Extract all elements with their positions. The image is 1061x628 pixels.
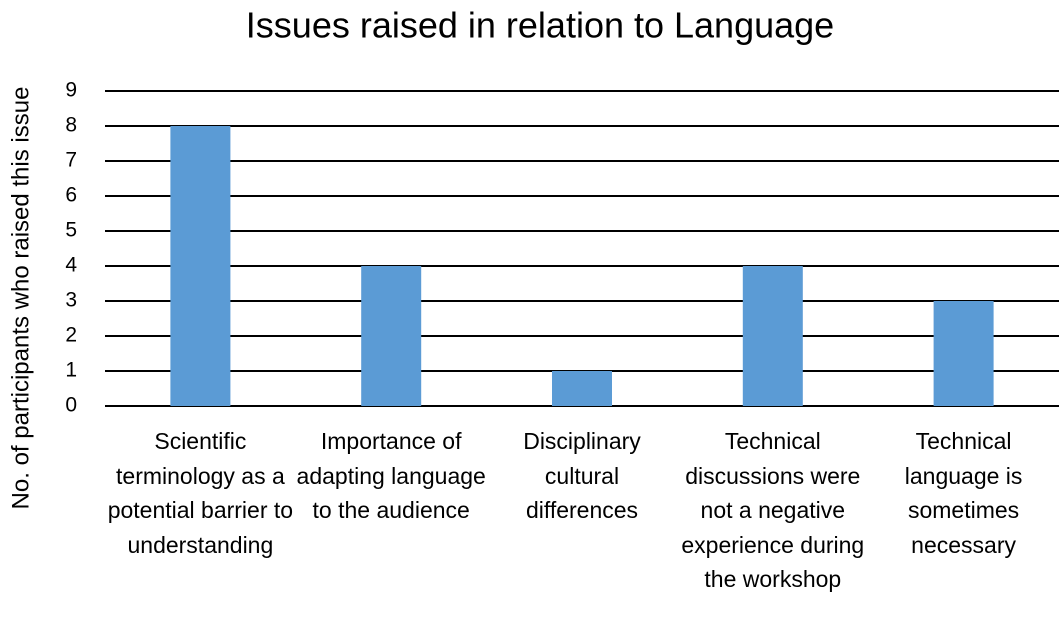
y-tick-label: 0 xyxy=(65,394,77,417)
y-tick-label: 5 xyxy=(65,219,77,242)
x-tick-label: Importance of adapting language to the a… xyxy=(296,428,486,523)
y-tick-label: 6 xyxy=(65,184,77,207)
y-tick-label: 9 xyxy=(65,79,77,102)
bar xyxy=(361,266,422,406)
y-tick-label: 2 xyxy=(65,324,77,347)
y-tick-label: 7 xyxy=(65,149,77,172)
x-tick-label: Technical discussions were not a negativ… xyxy=(681,428,865,592)
y-tick-label: 3 xyxy=(65,289,77,312)
bar xyxy=(552,371,612,406)
bar xyxy=(170,126,231,406)
x-tick-label: Scientific terminology as a potential ba… xyxy=(107,428,294,558)
x-tick-label: Technical language is sometimes necessar… xyxy=(904,428,1023,558)
bar xyxy=(742,266,803,406)
y-tick-label: 1 xyxy=(65,359,77,382)
y-tick-label: 8 xyxy=(65,114,77,137)
chart-title: Issues raised in relation to Language xyxy=(246,5,834,46)
x-tick-label: Disciplinary cultural differences xyxy=(523,428,641,523)
y-tick-label: 4 xyxy=(65,254,77,277)
y-axis-label: No. of participants who raised this issu… xyxy=(7,87,34,510)
bar xyxy=(933,301,994,406)
